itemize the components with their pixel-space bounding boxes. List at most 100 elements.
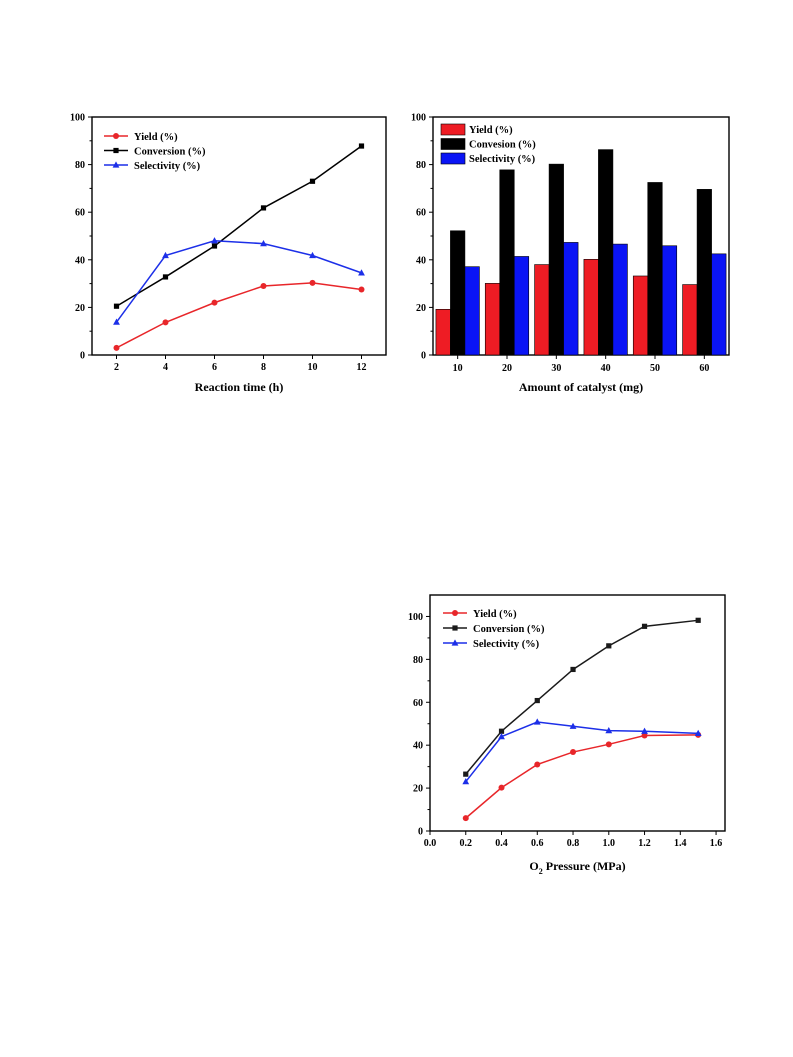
legend-label: Conversion (%) <box>134 146 206 157</box>
data-point <box>358 269 365 276</box>
series-line-2 <box>115 240 362 323</box>
x-axis-title: Reaction time (h) <box>195 380 284 394</box>
legend-marker <box>451 639 459 646</box>
x-axis-title-rest: Pressure (MPa) <box>543 859 626 873</box>
x-tick-label: 8 <box>261 362 266 373</box>
x-tick-label: 10 <box>453 363 463 374</box>
legend-marker <box>452 625 458 631</box>
data-point <box>358 286 365 293</box>
x-tick-label: 60 <box>699 363 709 374</box>
x-axis-title: O2 Pressure (MPa) <box>529 859 625 876</box>
x-tick-label: 0.6 <box>531 838 544 849</box>
data-point <box>113 303 120 309</box>
data-point <box>606 643 612 649</box>
x-tick-label: 0.0 <box>424 838 437 849</box>
y-tick-label: 80 <box>416 160 426 171</box>
y-tick-label: 80 <box>75 160 85 171</box>
x-tick-label: 10 <box>308 362 318 373</box>
data-point <box>309 279 316 286</box>
data-point <box>260 205 267 211</box>
x-tick-label: 0.4 <box>495 838 508 849</box>
data-point <box>605 741 612 748</box>
x-tick-label: 50 <box>650 363 660 374</box>
data-point <box>211 243 218 249</box>
legend-marker <box>112 161 120 168</box>
y-tick-label: 0 <box>80 351 85 362</box>
legend-marker <box>113 147 119 154</box>
data-point <box>358 143 365 149</box>
series-line-0 <box>465 734 699 819</box>
y-tick-label: 0 <box>421 351 426 362</box>
legend-label: Conversion (%) <box>473 624 545 635</box>
data-point <box>498 733 505 740</box>
data-point <box>309 251 316 259</box>
data-point <box>695 617 701 623</box>
data-point <box>211 299 218 306</box>
x-tick-label: 0.2 <box>460 838 473 849</box>
data-point <box>641 623 648 629</box>
legend-label: Selectivity (%) <box>473 639 540 650</box>
bar <box>513 256 530 356</box>
legend-label: Selectivity (%) <box>134 161 201 172</box>
x-axis-title: Amount of catalyst (mg) <box>519 380 643 394</box>
data-point <box>162 319 169 326</box>
bar <box>711 253 727 356</box>
y-tick-label: 60 <box>75 208 85 219</box>
legend-marker <box>113 133 119 139</box>
y-tick-label: 100 <box>70 113 85 124</box>
x-tick-label: 6 <box>212 362 217 373</box>
x-tick-label: 4 <box>163 362 168 373</box>
data-point <box>162 251 169 259</box>
data-point <box>260 282 267 289</box>
x-tick-label: 1.0 <box>603 838 616 849</box>
x-tick-label: 1.6 <box>710 838 723 849</box>
x-tick-label: 1.4 <box>674 838 687 849</box>
y-tick-label: 0 <box>418 827 423 838</box>
y-tick-label: 40 <box>416 255 426 266</box>
data-point <box>534 761 541 768</box>
legend-swatch <box>440 123 466 136</box>
data-point <box>570 749 577 756</box>
data-point <box>462 815 469 822</box>
legend-marker <box>452 610 458 616</box>
legend-label: Selectivity (%) <box>469 154 536 165</box>
x-axis-title-main: O <box>529 859 538 873</box>
data-point <box>498 728 505 734</box>
data-point <box>570 666 576 673</box>
legend-label: Convesion (%) <box>469 140 536 151</box>
y-tick-label: 100 <box>411 113 426 124</box>
data-point <box>569 722 577 729</box>
data-point <box>211 237 218 244</box>
x-tick-label: 12 <box>357 362 367 373</box>
y-tick-label: 20 <box>413 784 423 795</box>
data-point <box>113 344 120 351</box>
y-tick-label: 100 <box>408 612 423 623</box>
series-line-0 <box>116 282 362 349</box>
x-tick-label: 40 <box>601 363 611 374</box>
y-tick-label: 20 <box>416 303 426 314</box>
x-tick-label: 0.8 <box>567 838 580 849</box>
data-point <box>260 240 267 247</box>
data-point <box>462 778 470 785</box>
x-tick-label: 2 <box>114 362 119 373</box>
data-point <box>463 771 469 777</box>
legend-swatch <box>440 152 466 165</box>
data-point <box>309 178 316 184</box>
data-point <box>534 697 540 704</box>
bar <box>661 245 678 356</box>
data-point <box>113 318 120 325</box>
x-tick-label: 1.2 <box>638 838 651 849</box>
y-tick-label: 40 <box>413 741 423 752</box>
data-point <box>641 727 648 734</box>
legend-label: Yield (%) <box>469 125 513 136</box>
legend-label: Yield (%) <box>473 609 517 620</box>
bar <box>464 266 480 356</box>
y-tick-label: 60 <box>413 698 423 709</box>
y-tick-label: 80 <box>413 655 423 666</box>
legend-label: Yield (%) <box>134 132 178 143</box>
x-axis-title-subscript: 2 <box>539 867 543 876</box>
y-tick-label: 60 <box>416 208 426 219</box>
